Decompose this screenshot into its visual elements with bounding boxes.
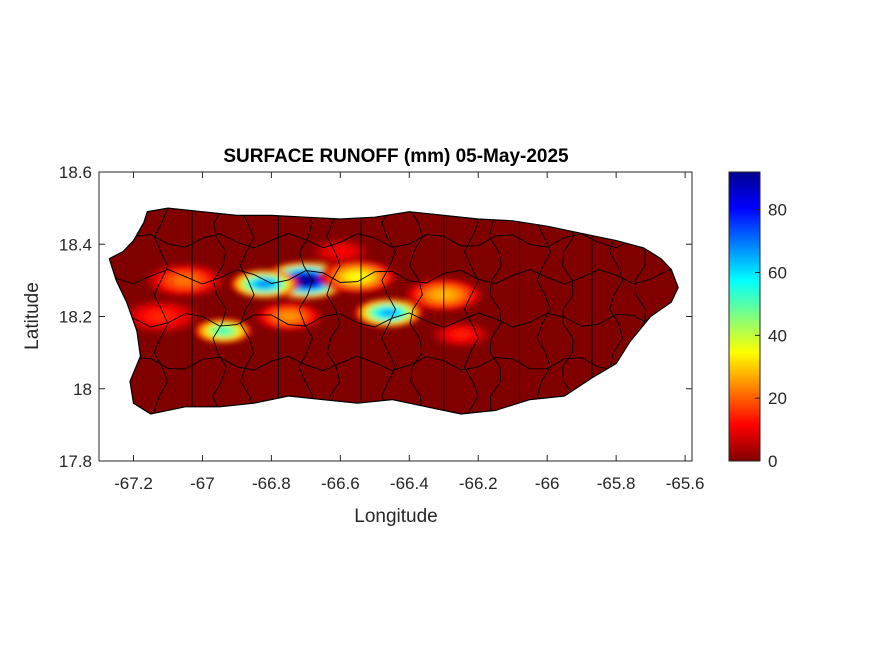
colorbar-ticks: 0 20 40 60 80 [755,201,787,471]
runoff-cell [453,331,469,338]
municipal-boundary [463,208,479,414]
x-tick-label: -66.8 [252,474,291,493]
runoff-cell [151,312,171,321]
coastline [108,207,679,415]
y-tick-label: 18.2 [59,308,92,327]
municipal-boundary [212,208,227,414]
colorbar [728,171,761,462]
x-tick-label: -66 [535,474,560,493]
runoff-cell [255,280,274,288]
municipal-boundary [536,208,552,414]
colorbar-tick-label: 80 [768,201,787,220]
runoff-cell [333,248,348,255]
x-tick-label: -66.4 [390,474,429,493]
runoff-cell [347,272,368,281]
municipal-boundary [109,312,679,328]
municipal-boundary [109,269,679,285]
chart-title: SURFACE RUNOFF (mm) 05-May-2025 [223,146,569,167]
municipal-boundary [153,208,169,414]
colorbar-tick-label: 20 [768,389,787,408]
y-tick-label: 17.8 [59,452,92,471]
x-tick-label: -65.6 [666,474,705,493]
x-axis-label: Longitude [354,506,437,527]
municipal-boundary [381,208,397,414]
colorbar-tick-label: 0 [768,452,777,471]
x-tick-label: -65.8 [597,474,636,493]
x-tick-label: -66.2 [459,474,498,493]
y-tick-label: 18.6 [59,163,92,182]
x-tick-label: -66.6 [321,474,360,493]
municipal-boundary [239,208,255,414]
municipal-boundary [409,208,424,414]
y-axis-label: Latitude [22,282,43,350]
municipal-boundary [298,208,314,414]
runoff-cell [215,327,231,335]
runoff-field [109,208,679,414]
municipality-boundaries [108,207,679,415]
colorbar-tick-label: 40 [768,326,787,345]
runoff-cell [280,312,298,321]
y-tick-label: 18.4 [59,235,92,254]
municipal-boundary [109,232,679,249]
x-tick-label: -67 [190,474,215,493]
map-plot-area [99,172,692,461]
municipal-boundary [109,355,679,372]
municipal-boundary [488,208,503,414]
municipal-boundary [326,208,341,414]
y-tick-label: 18 [73,380,92,399]
colorbar-tick-label: 60 [768,264,787,283]
x-tick-label: -67.2 [114,474,153,493]
y-axis-ticks: 17.8 18 18.2 18.4 18.6 [59,163,692,471]
x-axis-ticks: -67.2 -67 -66.8 -66.6 -66.4 -66.2 -66 -65.8 -65.… [114,172,704,493]
